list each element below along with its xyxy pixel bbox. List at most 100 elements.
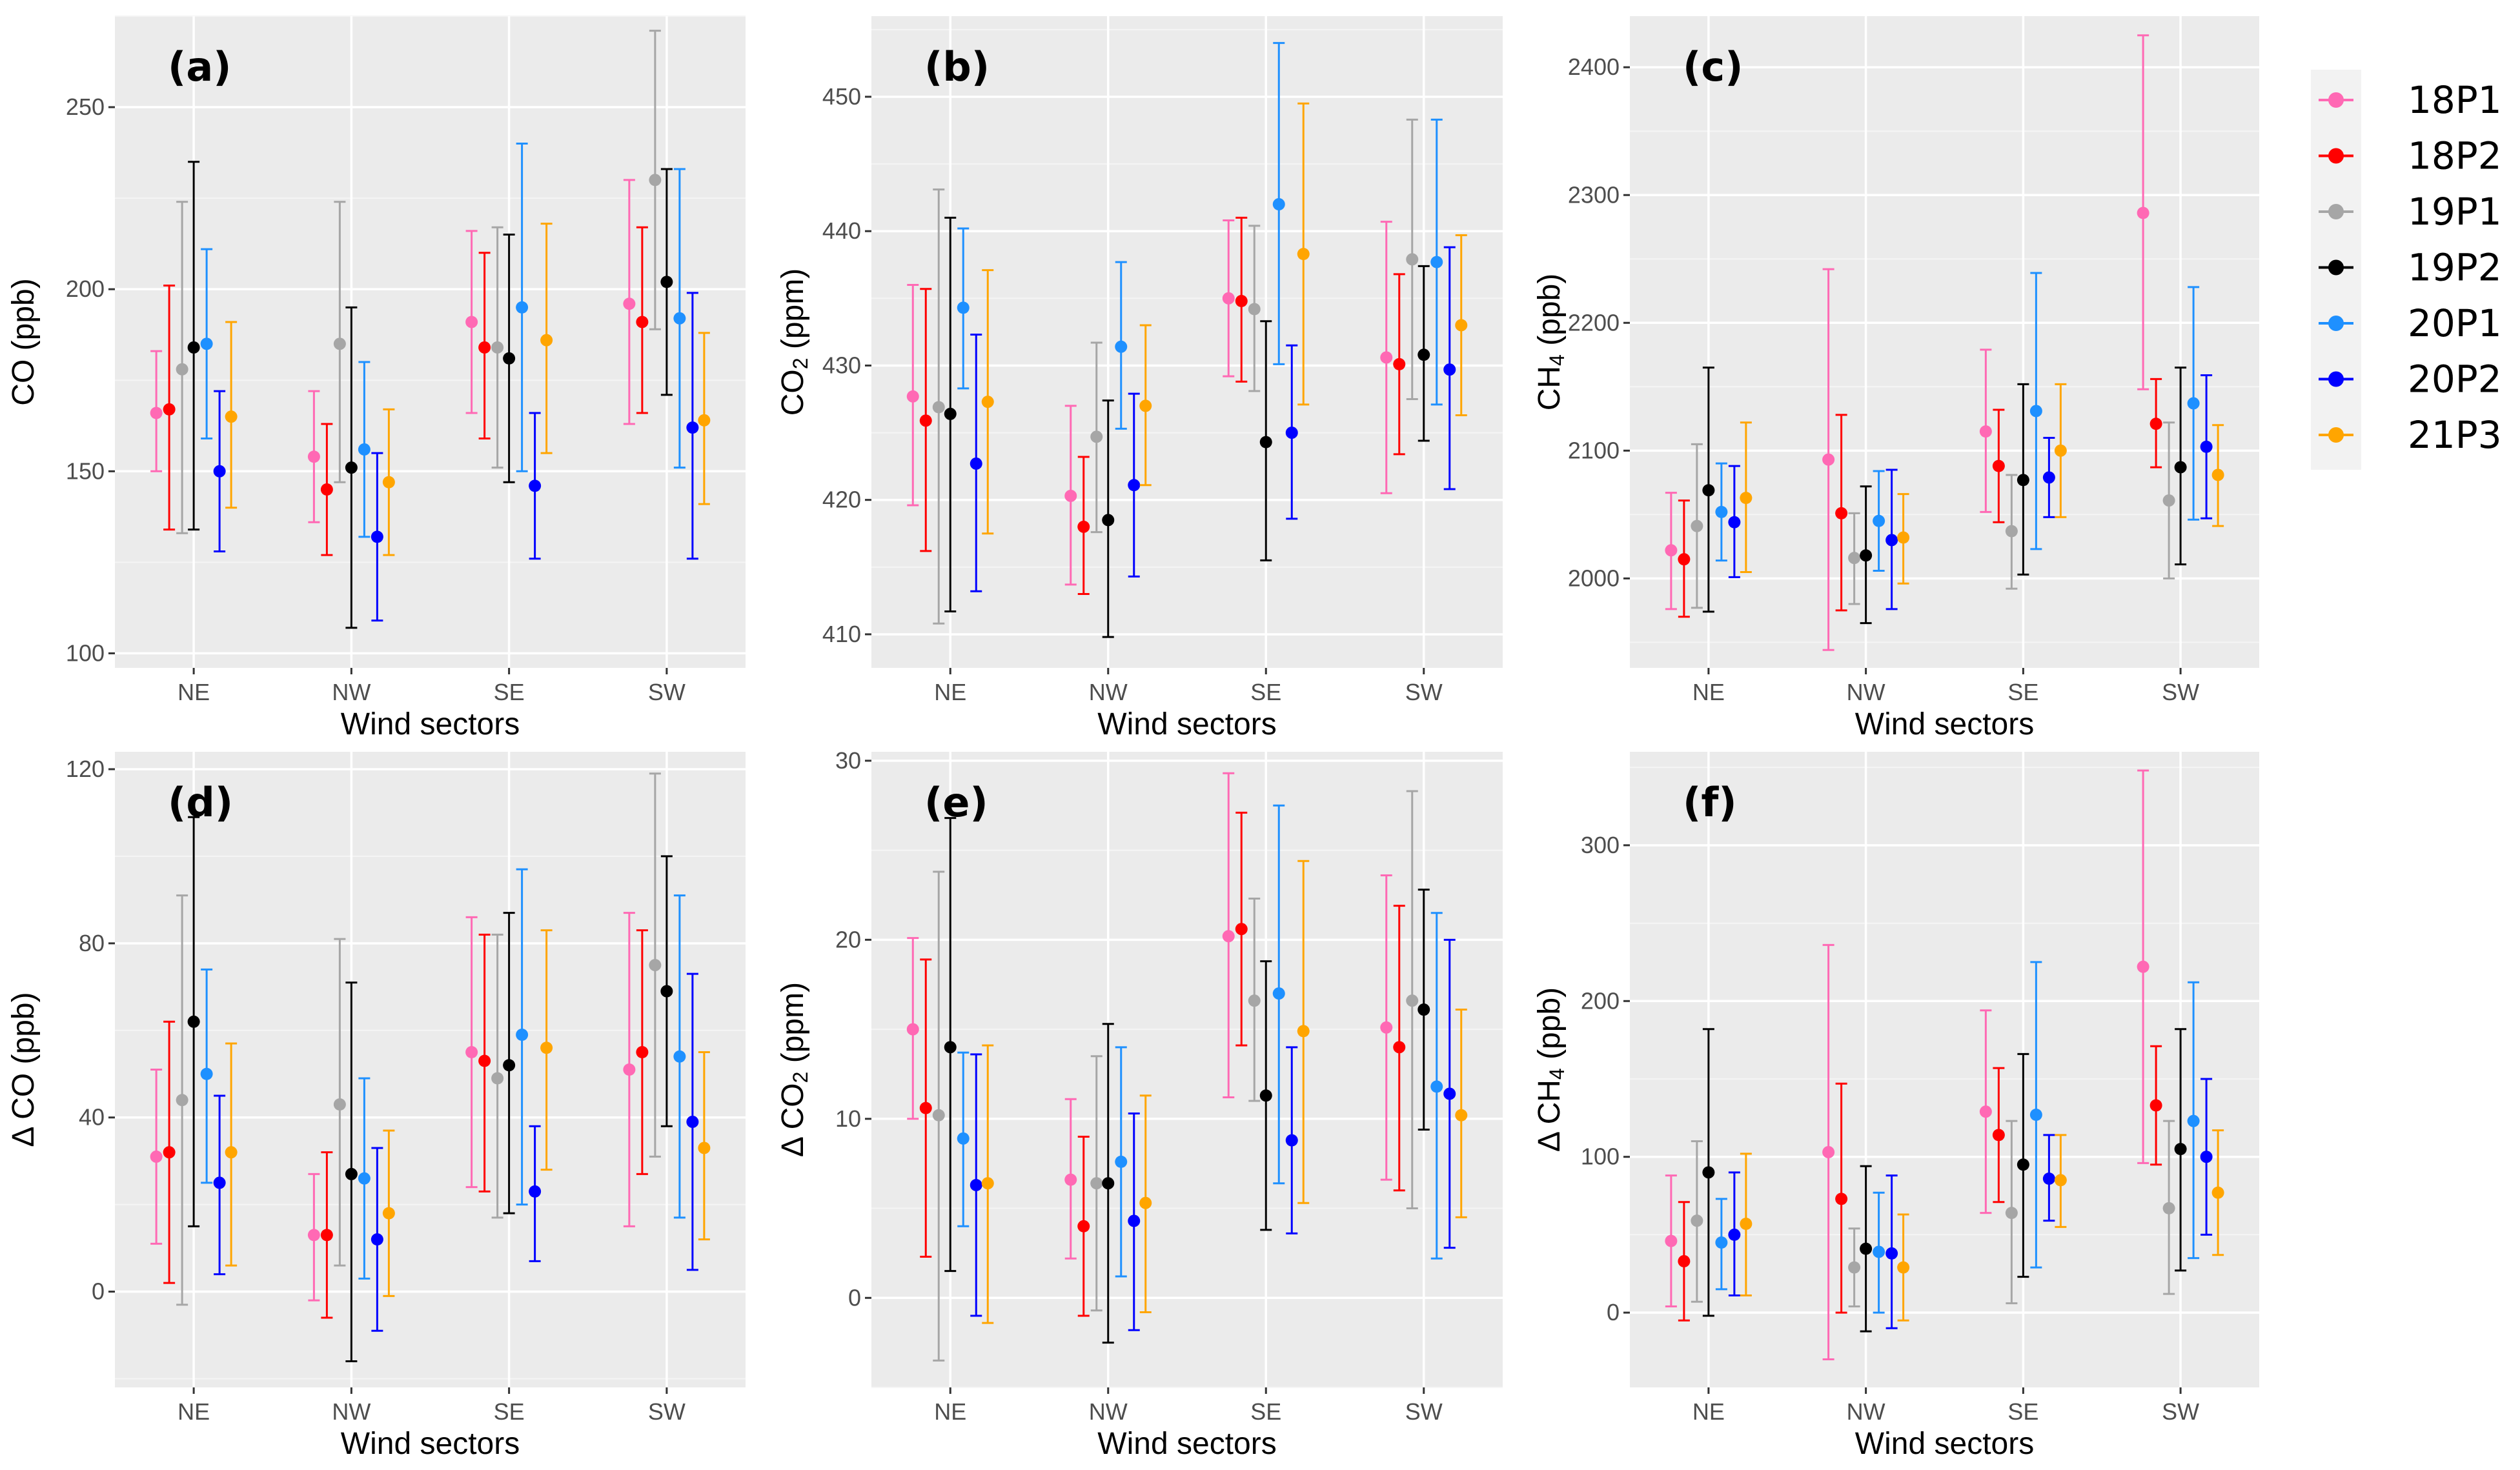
- legend-key-point: [2328, 92, 2344, 108]
- data-point: [970, 457, 982, 470]
- data-point: [660, 985, 673, 998]
- data-point: [649, 959, 662, 972]
- y-axis-title-subscript: 4: [1545, 1068, 1569, 1080]
- legend-label: 20P2: [2408, 357, 2502, 401]
- data-point: [2017, 1158, 2029, 1171]
- series-19P1: [932, 118, 1419, 625]
- data-point: [673, 1050, 686, 1063]
- data-point: [2187, 1114, 2200, 1127]
- series-20P2: [1728, 374, 2213, 610]
- panel-label: (c): [1683, 43, 1743, 90]
- series-19P2: [1702, 367, 2187, 625]
- data-point: [150, 407, 163, 419]
- series-20P1: [200, 868, 686, 1280]
- series-18P2: [163, 929, 649, 1319]
- data-point: [187, 1015, 200, 1028]
- data-point: [307, 450, 320, 463]
- x-tick-label: SE: [494, 1398, 525, 1425]
- y-tick-label: 100: [1581, 1143, 1620, 1170]
- data-point: [358, 1172, 371, 1185]
- y-tick-label: 200: [66, 276, 105, 302]
- data-point: [1222, 930, 1235, 943]
- data-point: [2054, 1174, 2067, 1187]
- data-point: [1139, 1196, 1152, 1209]
- data-point: [1728, 516, 1741, 529]
- data-point: [1272, 987, 1285, 1000]
- data-point: [345, 1167, 358, 1180]
- series-19P2: [944, 216, 1430, 638]
- data-point: [2029, 1109, 2042, 1122]
- plot-background: [115, 752, 746, 1387]
- legend-key-point: [2328, 316, 2344, 331]
- panel-label: (b): [924, 43, 990, 90]
- y-tick-label: 2300: [1568, 181, 1620, 208]
- data-point: [2005, 525, 2018, 538]
- data-point: [1418, 1003, 1430, 1016]
- data-point: [698, 1142, 711, 1154]
- legend-key-point: [2328, 371, 2344, 387]
- series-19P2: [187, 161, 673, 629]
- data-point: [2149, 418, 2162, 430]
- x-tick-label: SE: [1250, 1398, 1281, 1425]
- data-point: [906, 1023, 919, 1036]
- data-point: [944, 407, 957, 420]
- data-point: [1406, 253, 1419, 266]
- data-point: [1691, 519, 1703, 532]
- data-point: [2200, 440, 2213, 453]
- x-tick-label: SW: [2162, 1398, 2199, 1425]
- data-point: [176, 1094, 188, 1107]
- data-point: [2174, 461, 2187, 474]
- data-point: [1443, 1087, 1456, 1100]
- legend-key-point: [2328, 427, 2344, 443]
- data-point: [333, 1098, 346, 1111]
- data-point: [320, 1229, 333, 1242]
- series-20P2: [970, 938, 1456, 1331]
- series-18P2: [919, 216, 1406, 595]
- data-point: [491, 1072, 504, 1085]
- y-tick-label: 20: [835, 926, 861, 952]
- data-point: [944, 1041, 957, 1054]
- data-point: [1090, 430, 1103, 443]
- x-tick-label: SW: [648, 679, 686, 705]
- data-point: [1992, 1129, 2005, 1142]
- data-point: [932, 401, 945, 414]
- panel-3: 0 40 80 120 NE NW SE SW (d) Wind sectors Δ CO (ppb…: [6, 752, 746, 1461]
- data-point: [1418, 348, 1430, 361]
- x-tick-label: NW: [1847, 1398, 1885, 1425]
- y-tick-label: 430: [822, 352, 861, 378]
- series-18P2: [1678, 1045, 2162, 1322]
- data-point: [1128, 479, 1141, 492]
- data-point: [1115, 1155, 1128, 1168]
- data-point: [529, 479, 542, 492]
- y-tick-label: 2100: [1568, 437, 1620, 463]
- legend-label: 18P2: [2408, 134, 2502, 178]
- data-point: [1380, 1021, 1393, 1034]
- legend-item-19P1: 19P1: [2319, 190, 2502, 234]
- data-point: [2042, 471, 2055, 484]
- data-point: [187, 341, 200, 354]
- data-point: [150, 1150, 163, 1163]
- series-18P1: [906, 219, 1393, 586]
- y-tick-label: 10: [835, 1105, 861, 1132]
- y-axis-title: Δ CO2 (ppm): [776, 982, 813, 1157]
- y-tick-label: 100: [66, 639, 105, 666]
- data-point: [1860, 1242, 1873, 1255]
- data-point: [1979, 425, 1992, 438]
- series-19P2: [187, 816, 673, 1363]
- series-18P1: [150, 912, 636, 1302]
- data-point: [200, 1067, 213, 1080]
- y-tick-label: 0: [848, 1284, 861, 1311]
- data-point: [1406, 994, 1419, 1007]
- y-axis-title-part: CO: [776, 369, 810, 416]
- y-axis-title-part: (ppb): [1532, 274, 1567, 354]
- series-20P1: [200, 142, 686, 538]
- data-point: [1297, 248, 1310, 261]
- series-21P3: [225, 223, 711, 556]
- data-point: [2211, 1186, 2224, 1199]
- series-18P2: [919, 811, 1406, 1317]
- x-axis-title: Wind sectors: [1855, 707, 2034, 741]
- data-point: [1992, 459, 2005, 472]
- data-point: [2162, 494, 2175, 507]
- data-point: [213, 1176, 226, 1189]
- x-tick-label: SW: [1405, 1398, 1443, 1425]
